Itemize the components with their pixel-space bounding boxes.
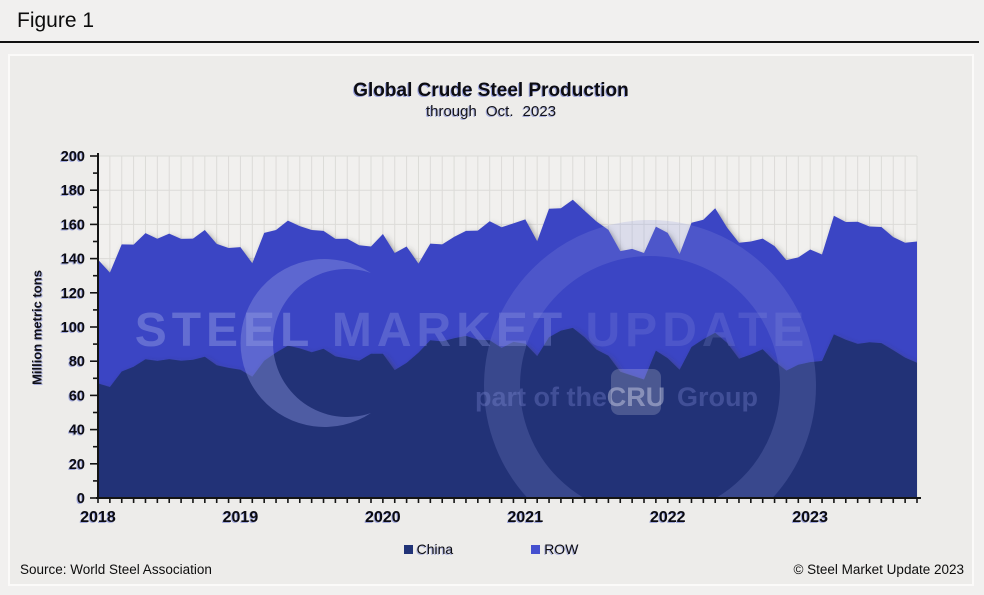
x-tick-label: 2023 bbox=[792, 509, 828, 526]
source-note: Source: World Steel Association bbox=[20, 562, 212, 577]
chart-panel: Global Crude Steel Production through Oc… bbox=[8, 54, 974, 586]
y-tick-label: 180 bbox=[61, 183, 85, 199]
chart-title: Global Crude Steel Production bbox=[353, 80, 629, 101]
y-tick-label: 0 bbox=[77, 491, 85, 507]
y-axis-title: Million metric tons bbox=[29, 270, 45, 385]
watermark-cru-badge bbox=[611, 369, 661, 415]
watermark-swoosh-icon bbox=[240, 259, 371, 427]
y-tick-label: 160 bbox=[61, 217, 85, 233]
area-china bbox=[98, 327, 917, 498]
copyright-note: © Steel Market Update 2023 bbox=[793, 562, 964, 577]
x-tick-label: 2022 bbox=[650, 509, 686, 526]
figure-label: Figure 1 bbox=[17, 9, 95, 32]
legend-item-china: China bbox=[403, 541, 454, 557]
y-tick-label: 200 bbox=[61, 149, 85, 165]
legend-label: ROW bbox=[544, 541, 579, 557]
x-tick-label: 2019 bbox=[223, 509, 259, 526]
watermark-subtext-suffix: Group bbox=[677, 382, 758, 412]
y-tick-label: 100 bbox=[61, 320, 85, 336]
chart-subtitle: through Oct. 2023 bbox=[425, 103, 557, 120]
legend-swatch-row bbox=[531, 544, 541, 554]
y-tick-label: 20 bbox=[69, 457, 85, 473]
y-tick-label: 80 bbox=[69, 354, 85, 370]
x-tick-label: 2021 bbox=[508, 509, 544, 526]
ticks bbox=[90, 155, 918, 503]
watermark-ring-icon bbox=[484, 220, 816, 498]
x-tick-label: 2018 bbox=[80, 509, 116, 526]
y-tick-label: 40 bbox=[69, 423, 85, 439]
watermark-subtext-prefix: part of the bbox=[475, 382, 607, 412]
stacked-area-chart: STEEL MARKET UPDATE part of the CRU Group 0 2… bbox=[61, 149, 921, 526]
legend-swatch-china bbox=[403, 544, 413, 554]
y-tick-label: 120 bbox=[61, 286, 85, 302]
watermark-badge-text: CRU bbox=[607, 382, 666, 412]
x-tick-label: 2020 bbox=[365, 509, 401, 526]
y-tick-label: 60 bbox=[69, 388, 85, 404]
axes bbox=[96, 153, 921, 499]
chart-legend: China ROW bbox=[10, 541, 972, 557]
watermark-title: STEEL MARKET UPDATE bbox=[135, 304, 810, 357]
figure-rule bbox=[0, 41, 979, 43]
legend-label: China bbox=[416, 541, 454, 557]
y-tick-label: 140 bbox=[61, 252, 85, 268]
legend-item-row: ROW bbox=[531, 541, 578, 557]
watermark: STEEL MARKET UPDATE part of the CRU Group bbox=[135, 220, 816, 498]
